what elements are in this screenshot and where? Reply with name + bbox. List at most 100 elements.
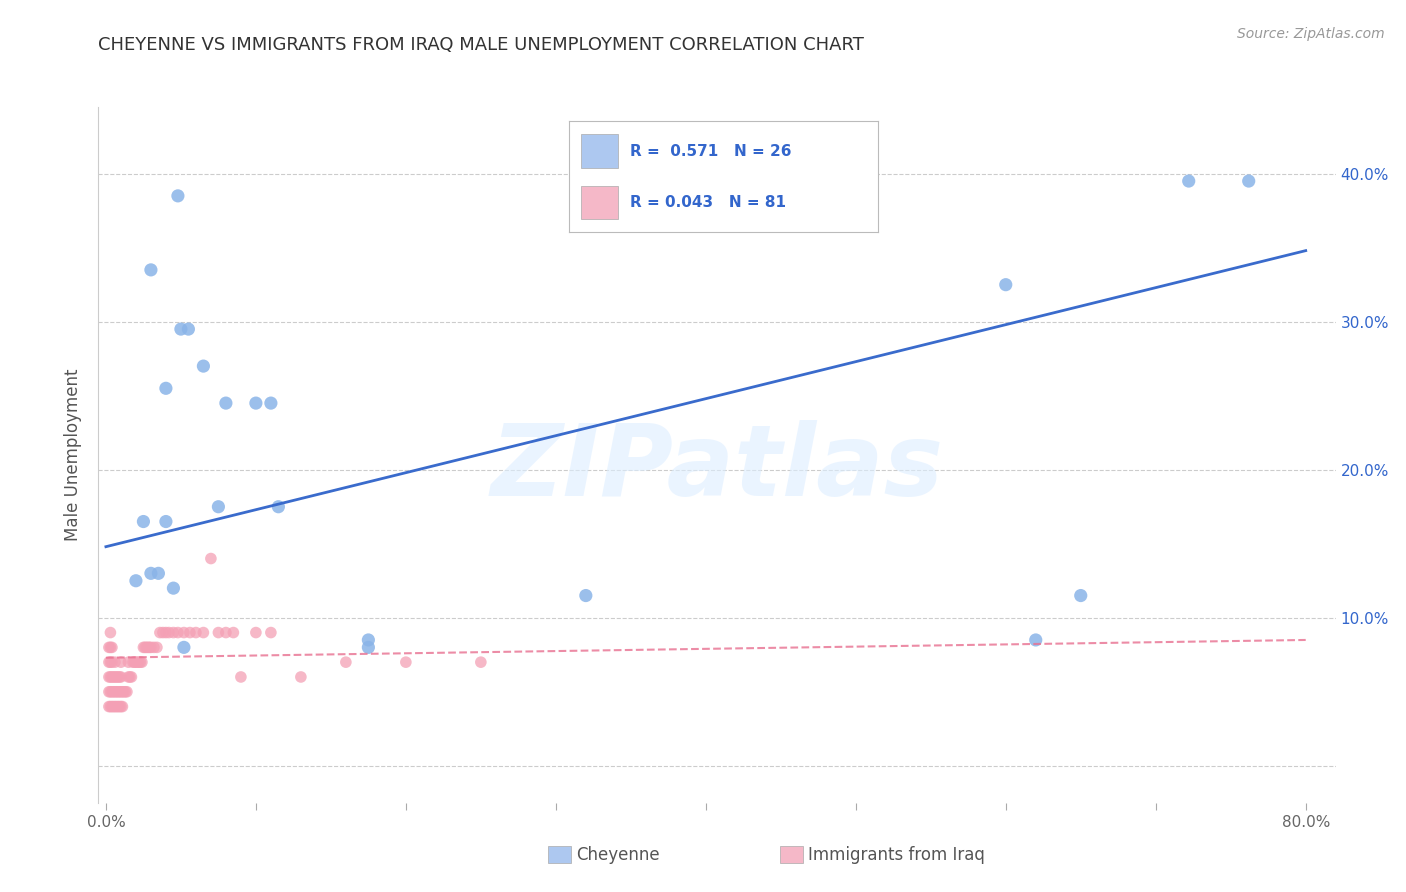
Point (207, 625, 229, 640)
Point (162, 625, 184, 640)
Point (105, 685, 128, 699)
Point (1070, 589, 1092, 603)
Point (994, 277, 1017, 292)
Point (229, 670, 252, 684)
Point (395, 655, 418, 669)
Point (245, 396, 267, 410)
Point (104, 699, 127, 714)
Point (132, 515, 155, 529)
Point (104, 670, 127, 684)
Point (101, 640, 124, 655)
Point (100, 640, 122, 655)
Point (103, 685, 125, 699)
Point (132, 640, 155, 655)
Point (267, 500, 290, 514)
Point (134, 640, 156, 655)
Point (575, 589, 598, 603)
Point (215, 625, 238, 640)
Text: ZIPatlas: ZIPatlas (491, 420, 943, 517)
Point (139, 263, 162, 277)
Point (357, 632, 380, 647)
Point (101, 670, 124, 684)
Point (173, 625, 195, 640)
Point (222, 625, 245, 640)
Point (148, 566, 170, 581)
Point (177, 322, 200, 336)
Point (104, 655, 127, 669)
Point (155, 515, 177, 529)
Point (110, 685, 132, 699)
Text: Immigrants from Iraq: Immigrants from Iraq (808, 846, 986, 863)
Point (110, 670, 132, 684)
Point (1237, 174, 1260, 188)
Point (100, 655, 122, 669)
Point (193, 359, 215, 373)
Point (101, 685, 124, 699)
Point (157, 625, 180, 640)
Point (173, 640, 195, 655)
Point (118, 670, 141, 684)
Point (149, 625, 172, 640)
Point (108, 685, 131, 699)
Point (105, 670, 128, 684)
Point (107, 685, 129, 699)
Point (128, 655, 150, 669)
Y-axis label: Male Unemployment: Male Unemployment (65, 368, 83, 541)
Point (100, 699, 122, 714)
Point (131, 655, 153, 669)
Point (104, 685, 127, 699)
Point (103, 699, 125, 714)
Point (1025, 632, 1047, 647)
Point (215, 396, 238, 410)
Point (97, 655, 120, 669)
Point (108, 670, 131, 684)
Point (146, 640, 169, 655)
Point (136, 640, 159, 655)
Point (101, 699, 124, 714)
Point (114, 685, 136, 699)
Point (207, 500, 229, 514)
Point (117, 655, 139, 669)
Point (357, 640, 380, 655)
Point (97, 670, 120, 684)
Point (167, 625, 190, 640)
Point (127, 655, 149, 669)
Point (170, 322, 193, 336)
Point (117, 670, 139, 684)
Point (155, 381, 177, 395)
Point (155, 625, 177, 640)
Point (110, 655, 132, 669)
Point (122, 655, 145, 669)
Point (290, 670, 312, 684)
Point (97, 685, 120, 699)
Point (111, 685, 134, 699)
Point (101, 655, 124, 669)
Point (260, 625, 283, 640)
Point (179, 625, 201, 640)
Point (107, 670, 129, 684)
Point (167, 189, 190, 203)
Point (100, 670, 122, 684)
Point (245, 625, 267, 640)
Point (97, 640, 120, 655)
Point (139, 640, 162, 655)
Point (152, 625, 174, 640)
Point (97, 699, 120, 714)
Point (142, 640, 165, 655)
Point (335, 655, 357, 669)
Point (100, 685, 122, 699)
Point (115, 685, 138, 699)
Text: Source: ZipAtlas.com: Source: ZipAtlas.com (1237, 27, 1385, 41)
Point (135, 640, 157, 655)
Point (108, 699, 131, 714)
Text: CHEYENNE VS IMMIGRANTS FROM IRAQ MALE UNEMPLOYMENT CORRELATION CHART: CHEYENNE VS IMMIGRANTS FROM IRAQ MALE UN… (98, 36, 865, 54)
Point (260, 396, 283, 410)
Point (111, 699, 134, 714)
Point (1177, 174, 1199, 188)
Point (138, 640, 160, 655)
Point (120, 670, 142, 684)
Point (184, 625, 207, 640)
Point (124, 655, 146, 669)
Text: Cheyenne: Cheyenne (576, 846, 659, 863)
Point (112, 685, 135, 699)
